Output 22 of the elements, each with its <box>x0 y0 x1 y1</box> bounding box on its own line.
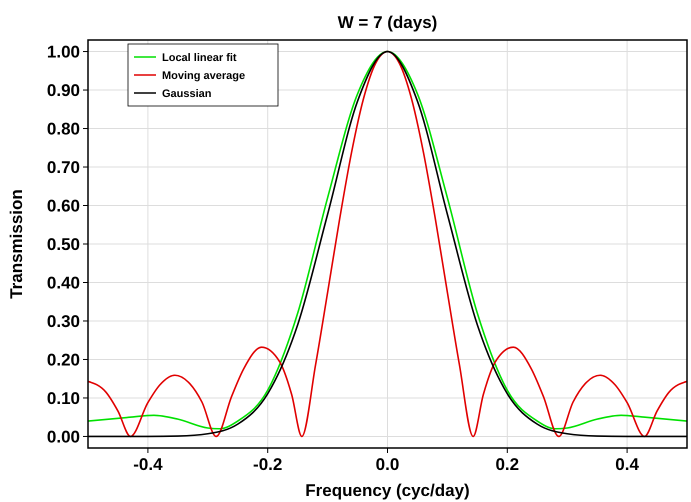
x-axis-title: Frequency (cyc/day) <box>305 481 470 500</box>
y-tick-label: 0.10 <box>46 388 80 408</box>
legend-label: Gaussian <box>162 88 212 100</box>
x-tick-label: -0.2 <box>253 455 282 474</box>
chart-title: W = 7 (days) <box>338 13 438 32</box>
y-tick-label: 1.00 <box>46 42 80 62</box>
legend-label: Local linear fit <box>162 52 237 64</box>
y-tick-label: 0.60 <box>46 196 80 216</box>
legend-label: Moving average <box>162 70 246 82</box>
y-tick-label: 0.50 <box>46 234 80 254</box>
x-tick-label: -0.4 <box>133 455 164 474</box>
y-tick-label: 0.30 <box>46 312 80 331</box>
y-tick-label: 0.40 <box>46 273 80 292</box>
y-tick-label: 0.20 <box>46 350 80 370</box>
y-axis-title: Transmission <box>7 189 26 299</box>
y-tick-label: 0.80 <box>46 119 80 138</box>
x-tick-label: 0.4 <box>615 455 640 474</box>
y-tick-label: 0.00 <box>46 427 80 446</box>
x-tick-label: 0.0 <box>376 455 400 474</box>
x-tick-label: 0.2 <box>495 455 520 474</box>
y-tick-label: 0.90 <box>46 80 80 100</box>
y-tick-label: 0.70 <box>46 158 80 177</box>
